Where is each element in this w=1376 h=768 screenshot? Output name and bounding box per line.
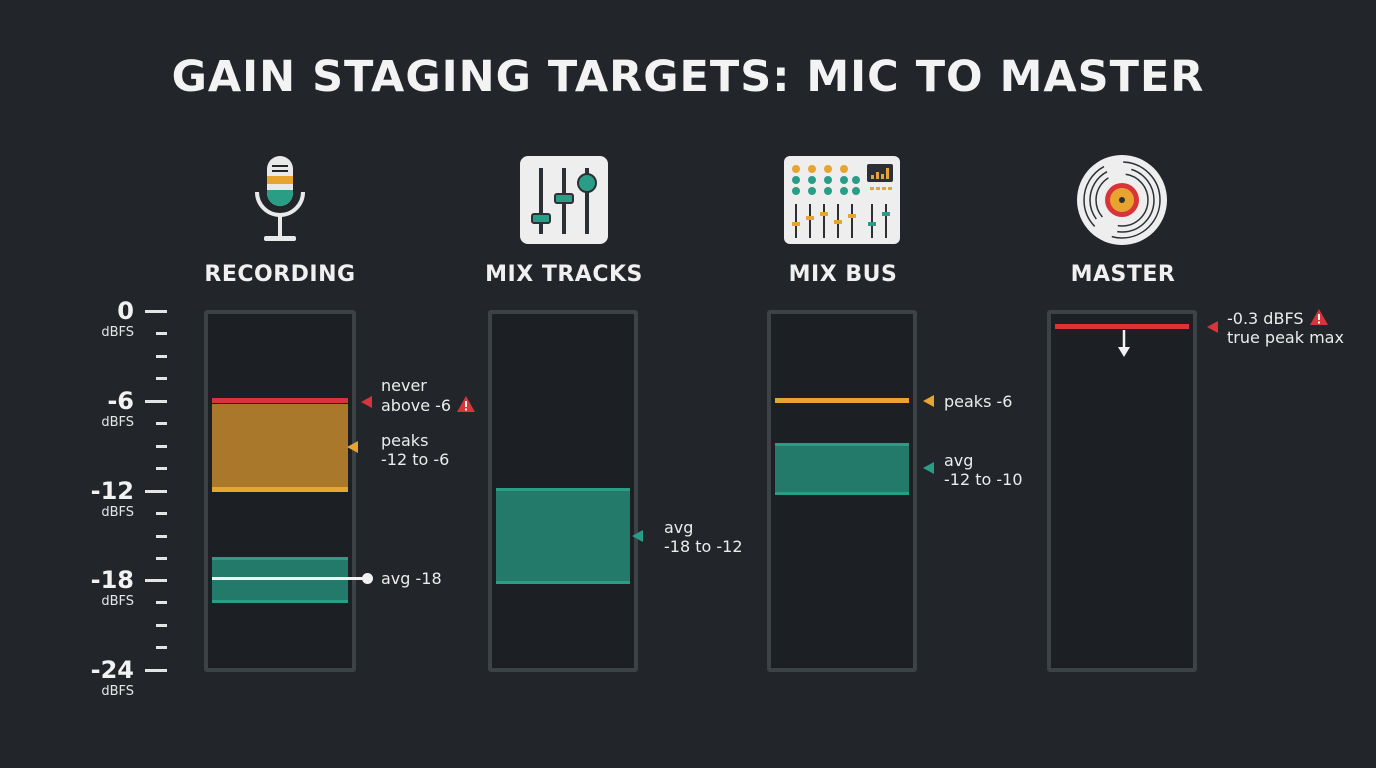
scale-label-minus-24: -24 bbox=[90, 656, 134, 684]
meter-recording bbox=[204, 310, 356, 672]
scale-label-minus-6: -6 bbox=[107, 387, 134, 415]
minor-tick bbox=[156, 332, 167, 335]
stage-label-mix-bus: MIX BUS bbox=[788, 262, 898, 287]
faders-icon bbox=[520, 156, 608, 244]
stage-label-recording: RECORDING bbox=[204, 262, 356, 287]
scale-unit-minus-12: dBFS bbox=[101, 505, 134, 520]
mixing-console-icon bbox=[784, 156, 900, 244]
meter-mix-tracks bbox=[488, 310, 638, 672]
avg-marker-line bbox=[212, 577, 368, 580]
avg-annotation-mix-tracks: avg -18 to -12 bbox=[664, 518, 743, 556]
warning-icon bbox=[1309, 309, 1328, 325]
scale-unit-minus-18: dBFS bbox=[101, 594, 134, 609]
ceiling-line1: -0.3 dBFS bbox=[1227, 309, 1304, 328]
ceiling-annotation-master: -0.3 dBFS true peak max bbox=[1227, 308, 1344, 347]
scale-unit-0: dBFS bbox=[101, 325, 134, 340]
avg-line2: -18 to -12 bbox=[664, 537, 743, 556]
minor-tick bbox=[156, 422, 167, 425]
microphone-icon bbox=[255, 156, 305, 241]
never-line2-row: above -6 bbox=[381, 395, 476, 415]
ceiling-line2: true peak max bbox=[1227, 328, 1344, 347]
ceiling-pointer bbox=[1207, 321, 1218, 333]
major-tick bbox=[145, 400, 167, 403]
minor-tick bbox=[156, 535, 167, 538]
minor-tick bbox=[156, 557, 167, 560]
avg-pointer bbox=[632, 530, 643, 542]
ceiling-line1-row: -0.3 dBFS bbox=[1227, 308, 1344, 328]
peaks-pointer bbox=[923, 395, 934, 407]
true-peak-ceiling-line bbox=[1055, 324, 1189, 329]
avg-annotation-mix-bus: avg -12 to -10 bbox=[944, 451, 1023, 489]
major-tick bbox=[145, 579, 167, 582]
meter-master bbox=[1047, 310, 1197, 672]
peaks-line1: peaks bbox=[381, 431, 429, 450]
never-above-annotation: never above -6 bbox=[381, 376, 476, 415]
avg-marker-dot bbox=[362, 573, 373, 584]
avg-line2: -12 to -10 bbox=[944, 470, 1023, 489]
minor-tick bbox=[156, 512, 167, 515]
scale-label-minus-18: -18 bbox=[90, 566, 134, 594]
major-tick bbox=[145, 490, 167, 493]
avg-label-recording: avg -18 bbox=[381, 569, 442, 588]
meter-mix-bus bbox=[767, 310, 917, 672]
avg-zone bbox=[496, 488, 630, 584]
minor-tick bbox=[156, 377, 167, 380]
never-line2: above -6 bbox=[381, 396, 452, 415]
major-tick bbox=[145, 669, 167, 672]
stage-label-master: MASTER bbox=[1070, 262, 1176, 287]
avg-line1: avg bbox=[944, 451, 974, 470]
minor-tick bbox=[156, 624, 167, 627]
peaks-zone bbox=[212, 404, 348, 490]
vinyl-record-icon bbox=[1077, 155, 1167, 245]
scale-unit-minus-6: dBFS bbox=[101, 415, 134, 430]
scale-label-0: 0 bbox=[117, 297, 134, 325]
never-line1: never bbox=[381, 376, 427, 395]
never-pointer bbox=[361, 396, 372, 408]
minor-tick bbox=[156, 355, 167, 358]
peaks-annotation-recording: peaks -12 to -6 bbox=[381, 431, 449, 469]
never-above-line bbox=[212, 398, 348, 403]
stage-label-mix-tracks: MIX TRACKS bbox=[485, 262, 643, 287]
peaks-line bbox=[775, 398, 909, 403]
scale-label-minus-12: -12 bbox=[90, 477, 134, 505]
avg-line1: avg bbox=[664, 518, 694, 537]
peaks-line2: -12 to -6 bbox=[381, 450, 450, 469]
avg-zone bbox=[212, 557, 348, 603]
minor-tick bbox=[156, 601, 167, 604]
page-title: GAIN STAGING TARGETS: MIC TO MASTER bbox=[171, 52, 1205, 102]
avg-zone bbox=[775, 443, 909, 495]
avg-pointer bbox=[923, 462, 934, 474]
minor-tick bbox=[156, 467, 167, 470]
peaks-floor-line bbox=[212, 487, 348, 492]
down-arrow-icon bbox=[1118, 330, 1130, 357]
minor-tick bbox=[156, 646, 167, 649]
major-tick bbox=[145, 310, 167, 313]
scale-unit-minus-24: dBFS bbox=[101, 684, 134, 699]
minor-tick bbox=[156, 445, 167, 448]
peaks-annotation-mix-bus: peaks -6 bbox=[944, 392, 1013, 411]
warning-icon bbox=[457, 396, 476, 412]
peaks-pointer bbox=[347, 441, 358, 453]
